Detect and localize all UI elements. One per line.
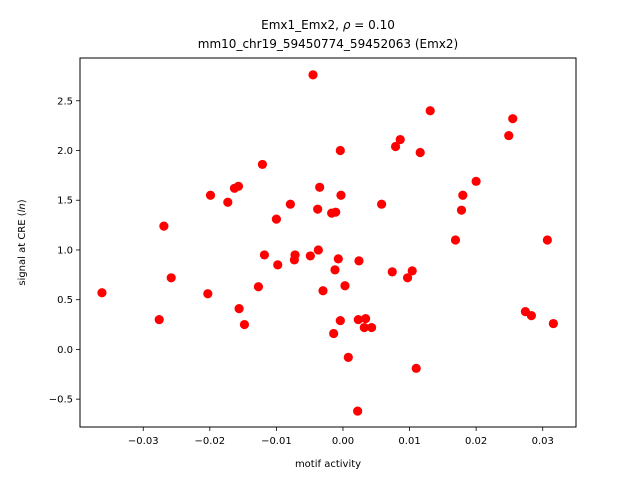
data-point [234, 304, 244, 314]
data-point [354, 256, 364, 266]
data-point [402, 273, 413, 283]
data-point [504, 130, 514, 141]
y-axis-ticks: −0.5 0.0 0.5 1.0 1.5 2.0 2.5 [49, 96, 80, 406]
data-point [361, 313, 371, 324]
data-point [333, 254, 343, 264]
plot-area-frame [79, 57, 577, 428]
data-point [313, 204, 323, 214]
y-tick-label: 1.5 [57, 196, 73, 207]
data-point [273, 260, 283, 270]
data-point [353, 406, 363, 416]
x-tick-label: −0.01 [261, 436, 292, 447]
data-point [336, 190, 346, 200]
data-point [203, 289, 213, 299]
data-point [331, 207, 341, 217]
data-point [253, 282, 264, 292]
data-point [458, 190, 468, 200]
x-tick-label: 0.01 [398, 436, 420, 447]
data-point [259, 250, 270, 260]
data-points [97, 70, 558, 416]
x-axis-ticks: −0.03 −0.02 −0.01 0.00 0.01 0.02 0.03 [128, 427, 554, 447]
data-point [425, 106, 435, 116]
data-point [387, 267, 397, 277]
data-point [471, 176, 481, 186]
data-point [359, 322, 369, 333]
y-tick-label: 1.0 [57, 245, 73, 256]
data-point [390, 141, 401, 152]
chart-title-line2: mm10_chr19_59450774_59452063 (Emx2) [198, 37, 458, 51]
data-point [271, 214, 282, 224]
data-point [239, 319, 250, 330]
chart-title-line1: Emx1_Emx2, ρ = 0.10 [261, 18, 395, 32]
data-point [233, 181, 244, 191]
data-point [315, 182, 325, 192]
y-tick-label: 0.0 [57, 345, 73, 356]
y-axis-label: signal at CRE (ln) [17, 199, 28, 285]
data-point [308, 70, 318, 80]
y-tick-label: 2.5 [57, 96, 73, 107]
data-point [353, 314, 363, 325]
x-tick-label: 0.03 [532, 436, 554, 447]
data-point [335, 315, 345, 326]
data-point [548, 318, 558, 329]
data-point [542, 235, 552, 245]
data-point [329, 328, 339, 339]
data-point [154, 314, 164, 325]
data-point [343, 352, 353, 362]
y-tick-label: 0.5 [57, 295, 73, 306]
data-point [526, 311, 536, 321]
data-point [330, 265, 340, 275]
data-point [97, 288, 107, 298]
data-point [456, 205, 467, 215]
data-point [285, 199, 295, 209]
x-axis-label: motif activity [295, 459, 361, 470]
data-point [395, 134, 405, 145]
data-point [450, 235, 461, 245]
data-point [376, 199, 387, 209]
data-point [335, 145, 345, 156]
data-point [205, 190, 216, 200]
data-point [318, 286, 328, 296]
x-tick-label: −0.02 [194, 436, 225, 447]
y-tick-label: −0.5 [49, 395, 73, 406]
data-point [340, 281, 350, 291]
data-point [257, 159, 268, 170]
data-point [367, 322, 377, 333]
x-tick-label: −0.03 [128, 436, 159, 447]
data-point [415, 147, 425, 158]
data-point [166, 273, 176, 283]
y-tick-label: 2.0 [57, 146, 73, 157]
x-tick-label: 0.02 [465, 436, 487, 447]
data-point [313, 245, 323, 255]
data-point [290, 250, 300, 260]
x-tick-label: 0.00 [332, 436, 354, 447]
data-point [305, 251, 315, 261]
data-point [508, 114, 518, 124]
data-point [223, 197, 233, 207]
data-point [407, 266, 417, 276]
data-point [159, 221, 169, 231]
data-point [411, 363, 421, 373]
